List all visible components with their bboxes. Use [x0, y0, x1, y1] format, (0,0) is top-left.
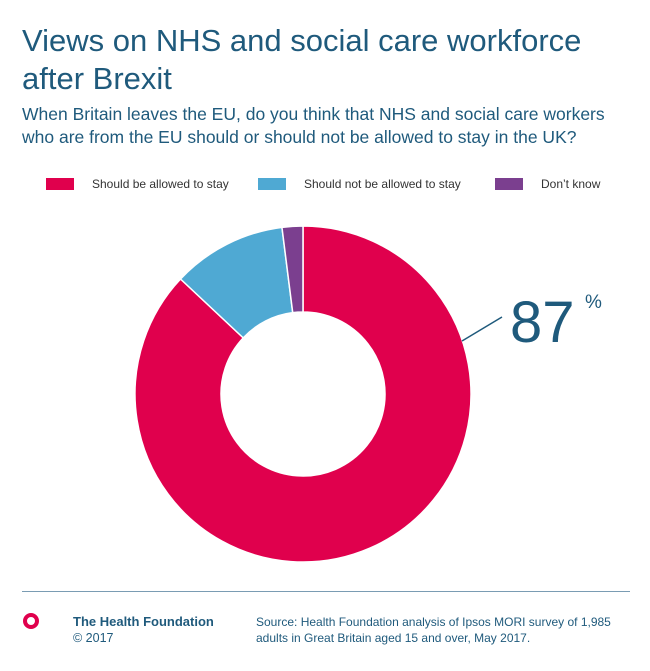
legend-item-allowed: Should be allowed to stay	[46, 177, 229, 191]
footer-copyright: © 2017	[73, 631, 114, 645]
callout-value: 87	[510, 290, 575, 355]
chart-subtitle: When Britain leaves the EU, do you think…	[22, 104, 605, 147]
legend-swatch-dont-know	[495, 178, 523, 190]
donut-slices	[134, 225, 472, 563]
legend-item-not-allowed: Should not be allowed to stay	[258, 177, 461, 191]
health-foundation-logo-icon	[23, 613, 39, 629]
callout-leader-line	[461, 316, 503, 342]
chart-title: Views on NHS and social care workforce a…	[22, 23, 582, 96]
legend-swatch-allowed	[46, 178, 74, 190]
callout-unit: %	[585, 292, 602, 313]
footer-divider	[22, 591, 630, 592]
donut-slice-dont-know	[281, 225, 304, 314]
legend-label-not-allowed: Should not be allowed to stay	[304, 177, 461, 191]
footer-organisation: The Health Foundation	[73, 614, 214, 629]
legend-item-dont-know: Don’t know	[495, 177, 600, 191]
legend-label-allowed: Should be allowed to stay	[92, 177, 229, 191]
legend-swatch-not-allowed	[258, 178, 286, 190]
legend-label-dont-know: Don’t know	[541, 177, 601, 191]
donut-chart: 87 %	[134, 225, 602, 563]
chart-legend: Should be allowed to stay Should not be …	[0, 177, 650, 197]
donut-slice-allowed	[134, 225, 472, 563]
footer-source: Source: Health Foundation analysis of Ip…	[256, 615, 611, 645]
